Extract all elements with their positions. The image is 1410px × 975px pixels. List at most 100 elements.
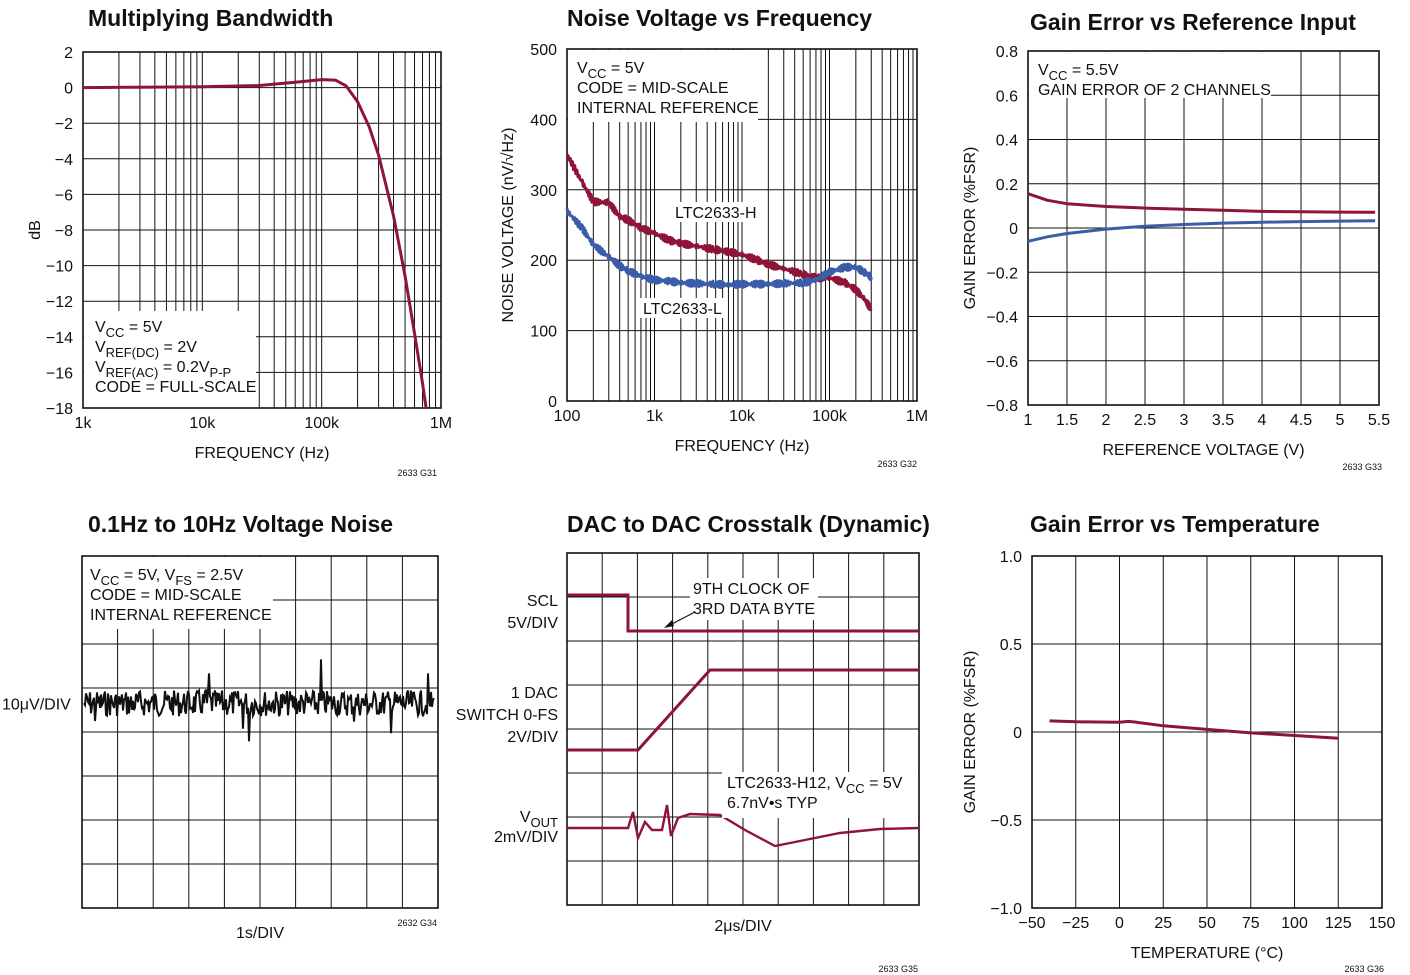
chart-g33: Gain Error vs Reference Input 1 1.5 2 2.5 3 3.… [962, 9, 1390, 472]
x-tick-label: 10k [729, 408, 756, 425]
annotation-line: 3RD DATA BYTE [693, 601, 815, 618]
x-tick-label: −25 [1062, 915, 1089, 932]
y-tick-label: −1.0 [990, 901, 1022, 918]
chart-title: DAC to DAC Crosstalk (Dynamic) [567, 511, 930, 537]
figure-code: 2633 G35 [878, 964, 918, 974]
note-line: GAIN ERROR OF 2 CHANNELS [1038, 82, 1271, 99]
note-line: CODE = MID-SCALE [90, 587, 242, 604]
y-tick-label: 500 [530, 42, 557, 59]
notes-background [84, 311, 256, 409]
chart-title: Noise Voltage vs Frequency [567, 5, 872, 31]
x-tick-label: 2 [1102, 412, 1111, 429]
chart-title: 0.1Hz to 10Hz Voltage Noise [88, 511, 393, 537]
note-line: 6.7nV•s TYP [727, 795, 818, 812]
x-tick-label: 150 [1369, 915, 1396, 932]
series-0 [1027, 192, 1376, 214]
x-tick-label: 1 [1024, 412, 1033, 429]
chart-title: Gain Error vs Temperature [1030, 511, 1320, 537]
y-tick-label: 0.8 [996, 44, 1018, 61]
series-0 [565, 153, 873, 312]
x-tick-label: 1M [906, 408, 928, 425]
label-bg [672, 202, 760, 222]
y-axis-label: 10μV/DIV [2, 696, 71, 713]
note-line: VCC = 5.5V [1038, 62, 1119, 83]
series-line [1027, 219, 1376, 243]
x-tick-label: 4 [1258, 412, 1267, 429]
note-line: LTC2633-H12, VCC = 5V [727, 775, 903, 796]
x-tick-label: 5.5 [1368, 412, 1390, 429]
y-tick-label: −4 [55, 152, 73, 169]
dac-switch-trace [567, 668, 919, 752]
y-tick-label: −18 [46, 401, 73, 418]
y-tick-label: −14 [46, 330, 73, 347]
series-line [565, 208, 873, 289]
series-1 [565, 208, 873, 289]
y-tick-label: −0.4 [986, 310, 1018, 327]
x-axis-label: 2μs/DIV [714, 918, 772, 935]
x-tick-label: 3.5 [1212, 412, 1234, 429]
x-tick-label: 100 [1281, 915, 1308, 932]
figure-code: 2633 G33 [1342, 462, 1382, 472]
annotation-bg [690, 578, 818, 620]
channel-label: 2V/DIV [507, 729, 558, 746]
x-tick-label: 1M [430, 415, 452, 432]
note-line: INTERNAL REFERENCE [577, 100, 759, 117]
y-tick-label: 1.0 [1000, 549, 1022, 566]
x-tick-label: 25 [1154, 915, 1172, 932]
y-tick-label: −0.2 [986, 265, 1018, 282]
channel-label: SWITCH 0-FS [456, 707, 558, 724]
note-line: INTERNAL REFERENCE [90, 607, 272, 624]
note-line: VCC = 5V, VFS = 2.5V [90, 567, 243, 588]
plot-frame [82, 51, 442, 409]
y-tick-label: −10 [46, 259, 73, 276]
series-line [565, 153, 873, 312]
y-tick-label: 0.4 [996, 133, 1018, 150]
x-tick-label: 125 [1325, 915, 1352, 932]
series-line [1027, 192, 1376, 214]
x-tick-label: 1k [646, 408, 664, 425]
series-1 [1027, 219, 1376, 243]
figure-code: 2633 G32 [877, 459, 917, 469]
series-line [1049, 719, 1339, 740]
x-axis-label: FREQUENCY (Hz) [675, 438, 810, 455]
chart-title: Multiplying Bandwidth [88, 5, 333, 31]
y-axis-label: dB [27, 220, 44, 240]
figure-code: 2632 G34 [397, 918, 437, 928]
grid [82, 556, 438, 908]
y-tick-label: −12 [46, 294, 73, 311]
grid [1027, 50, 1380, 406]
figure-code: 2633 G31 [397, 468, 437, 478]
series-line [82, 78, 428, 409]
noise-trace [83, 659, 435, 742]
x-tick-label: 0 [1115, 915, 1124, 932]
note-line: VCC = 5V [577, 60, 645, 81]
x-axis-label: FREQUENCY (Hz) [195, 445, 330, 462]
plot-frame [81, 555, 439, 909]
note-line: VREF(DC) = 2V [95, 339, 197, 360]
x-tick-label: 100k [812, 408, 848, 425]
y-tick-label: −0.6 [986, 354, 1018, 371]
series-0 [82, 78, 428, 409]
x-tick-label: 1k [75, 415, 93, 432]
y-tick-label: 0.2 [996, 177, 1018, 194]
y-tick-label: 0 [548, 394, 557, 411]
y-tick-label: 300 [530, 183, 557, 200]
y-tick-label: 100 [530, 324, 557, 341]
plot-frame [566, 552, 920, 906]
chart-g31: Multiplying Bandwidth 1k 10k 100k 1M 2 0 −2 −4 −6… [27, 5, 452, 478]
x-axis-label: 1s/DIV [236, 925, 284, 942]
channel-label: VOUT [520, 809, 558, 830]
x-tick-label: −50 [1018, 915, 1045, 932]
y-tick-label: −0.5 [990, 813, 1022, 830]
channel-label: 5V/DIV [507, 615, 558, 632]
plot-frame [566, 48, 918, 402]
x-tick-label: 50 [1198, 915, 1216, 932]
y-axis-label: NOISE VOLTAGE (nV/√Hz) [500, 128, 517, 323]
series-0 [1049, 719, 1339, 740]
y-tick-label: 0.5 [1000, 637, 1022, 654]
y-axis-label: GAIN ERROR (%FSR) [962, 147, 979, 310]
series-label: LTC2633-L [643, 301, 722, 318]
series-label: LTC2633-H [675, 205, 757, 222]
